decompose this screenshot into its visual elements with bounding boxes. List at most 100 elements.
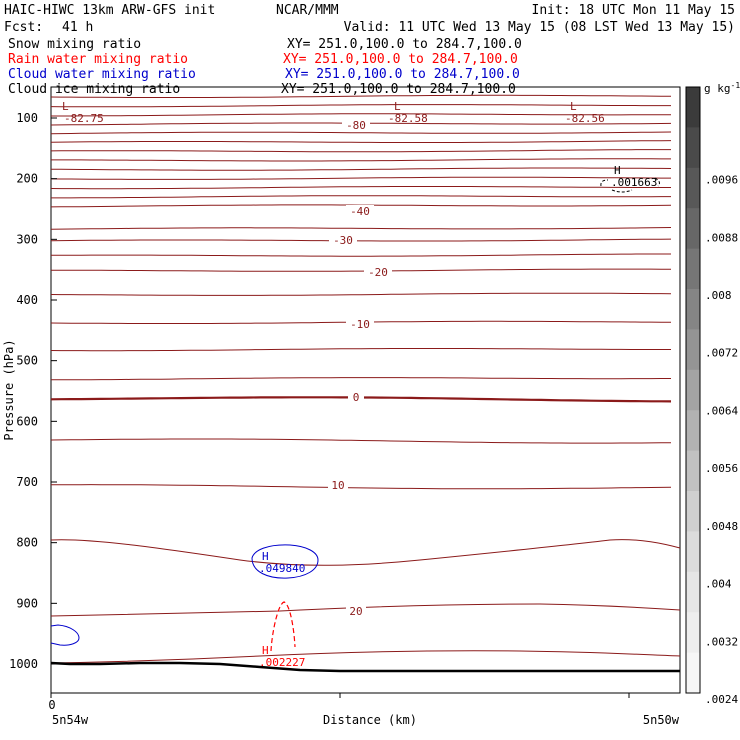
field-name-cloud-ice: Cloud ice mixing ratio (8, 82, 180, 97)
colorbar-swatch (686, 248, 700, 290)
high-value: .002227 (259, 656, 305, 669)
isotherm-line (51, 195, 671, 199)
isotherm-line (50, 140, 672, 143)
plot-frame (50, 86, 681, 694)
y-tick-label: 400 (16, 293, 38, 307)
rain-water-contour (270, 601, 296, 652)
model-title: HAIC-HIWC 13km ARW-GFS init (4, 3, 215, 18)
field-name-snow: Snow mixing ratio (8, 37, 141, 52)
colorbar-label: .0064 (705, 404, 738, 417)
y-tick-label: 500 (16, 354, 38, 368)
colorbar-swatch (686, 329, 700, 371)
field-xy-rain: XY= 251.0,100.0 to 284.7,100.0 (283, 52, 518, 67)
isotherm-line (50, 603, 681, 617)
high-value: .049840 (259, 562, 305, 575)
colorbar-swatch (686, 289, 700, 330)
isotherm-line (50, 348, 671, 352)
low-marker: L (570, 100, 577, 113)
isotherm-label: 0 (353, 391, 360, 404)
high-marker: H (262, 644, 269, 657)
y-tick-label: 600 (16, 414, 38, 428)
terrain-line (50, 661, 680, 673)
colorbar-label: .0048 (705, 520, 738, 533)
extrema-markers: L -82.75 L -82.58 L -82.56 H .001663 H .… (62, 100, 660, 669)
isotherm-line (51, 484, 672, 490)
figure-header: HAIC-HIWC 13km ARW-GFS init NCAR/MMM Ini… (4, 3, 735, 97)
colorbar-swatch (686, 369, 700, 411)
field-xy-cloud-water: XY= 251.0,100.0 to 284.7,100.0 (285, 67, 520, 82)
colorbar-label: .0072 (705, 347, 738, 360)
isotherm-line (50, 238, 672, 242)
colorbar-units: g kg-1 (704, 81, 740, 95)
y-tick-label: 900 (16, 596, 38, 610)
field-name-cloud-water: Cloud water mixing ratio (8, 67, 196, 82)
x-right-label: 5n50w (643, 713, 680, 727)
low-value: -82.75 (64, 112, 104, 125)
high-marker: H (262, 550, 269, 563)
isotherm-line (51, 167, 672, 171)
cloud-water-contour (50, 624, 80, 646)
colorbar (685, 86, 701, 694)
colorbar-label: .0032 (705, 635, 738, 648)
snow-contour (600, 177, 660, 193)
high-value: .001663 (611, 176, 657, 189)
isotherm-line (51, 377, 671, 381)
isotherm-label: -10 (350, 318, 370, 331)
isotherm-line (50, 539, 681, 566)
isotherm-line (50, 131, 672, 135)
isotherm-line (50, 438, 671, 444)
y-tick-label: 300 (16, 232, 38, 246)
colorbar-swatch (686, 612, 700, 654)
isotherm-line (50, 186, 671, 190)
colorbar-swatch (686, 491, 700, 532)
isotherm-label: -40 (350, 205, 370, 218)
colorbar-swatch (686, 208, 700, 250)
isotherm-line (50, 253, 671, 257)
isotherm-line (51, 268, 671, 272)
forecast-hours: 41 h (62, 20, 93, 35)
isotherm-line (50, 227, 672, 230)
y-tick-label: 200 (16, 172, 38, 186)
x-tick-label: 0 (48, 698, 55, 712)
isotherm-label: -20 (368, 266, 388, 279)
y-tick-label: 1000 (9, 657, 38, 671)
isotherm-line (50, 176, 671, 180)
isotherm-label: -30 (333, 234, 353, 247)
valid-time: Valid: 11 UTC Wed 13 May 15 (08 LST Wed … (344, 20, 735, 35)
colorbar-swatch (686, 571, 700, 613)
colorbar-frame (685, 86, 701, 694)
colorbar-label: .0056 (705, 462, 738, 475)
colorbar-label: .008 (705, 289, 732, 302)
colorbar-labels: .0096 .0088 .008 .0072 .0064 .0056 .0048 .004 .0… (705, 174, 738, 706)
low-marker: L (394, 100, 401, 113)
isotherm-label: -80 (346, 119, 366, 132)
y-axis-label: Pressure (hPa) (2, 339, 16, 440)
low-marker: L (62, 100, 69, 113)
isotherm-line (51, 158, 671, 162)
colorbar-swatch (686, 652, 700, 694)
isotherm-line (50, 104, 671, 108)
colorbar-label: .0096 (705, 174, 738, 187)
y-axis: 100 200 300 400 500 600 700 800 900 1000 (9, 111, 57, 671)
org-label: NCAR/MMM (276, 3, 339, 18)
field-xy-snow: XY= 251.0,100.0 to 284.7,100.0 (287, 37, 522, 52)
high-marker: H (614, 164, 621, 177)
colorbar-label: .0024 (705, 693, 738, 706)
isotherm-line (50, 650, 681, 664)
low-value: -82.58 (388, 112, 428, 125)
field-name-rain: Rain water mixing ratio (8, 52, 188, 67)
isotherm-line (50, 149, 671, 153)
y-tick-label: 800 (16, 536, 38, 550)
isotherm-line (51, 113, 671, 117)
field-xy-cloud-ice: XY= 251.0,100.0 to 284.7,100.0 (281, 82, 516, 97)
isotherm-line (50, 94, 671, 98)
isotherm-label: 20 (349, 605, 362, 618)
colorbar-label: .0088 (705, 231, 738, 244)
temperature-contours (50, 94, 681, 664)
colorbar-swatch (686, 127, 700, 169)
x-left-label: 5n54w (52, 713, 89, 727)
colorbar-swatch (686, 531, 700, 573)
isotherm-label: 10 (331, 479, 344, 492)
colorbar-swatch (686, 167, 700, 209)
